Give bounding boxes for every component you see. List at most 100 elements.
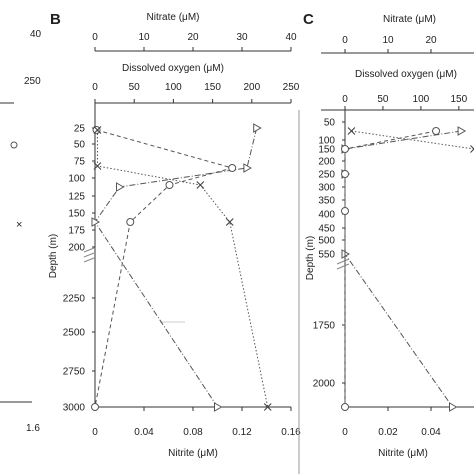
panel-b-nitrate-tick-label: 40 xyxy=(285,32,297,43)
panel-a-top-tick: 40 xyxy=(30,29,42,40)
panel-c-nitrite-tick-label: 0 xyxy=(342,427,348,438)
panel-c-nitrite-label: Nitrite (μM) xyxy=(378,448,428,459)
panel-c-depth-tick-label: 400 xyxy=(318,210,335,221)
panel-b-depth-tick-label: 50 xyxy=(74,140,86,151)
panel-c-nitrite-tick-label: 0.04 xyxy=(421,427,441,438)
panel-b-depth-tick-label: 2750 xyxy=(63,367,86,378)
panel-b-oxygen-axis: 0 50 100 150 200 250 xyxy=(92,82,300,103)
panel-c-nitrate-label: Nitrate (μM) xyxy=(383,14,436,25)
panel-c-axis-break xyxy=(336,258,350,270)
panel-b-oxygen-marker xyxy=(126,218,135,226)
panel-c-oxygen-tick-label: 100 xyxy=(413,94,430,105)
panel-b-nitrate-label: Nitrate (μM) xyxy=(147,12,200,23)
panel-c-nitrate-marker xyxy=(449,402,458,412)
panel-b-oxygen-marker xyxy=(165,181,174,189)
panel-b-nitrite-axis: 0 0.04 0.08 0.12 0.16 xyxy=(92,407,301,438)
panel-b-oxygen-tick-label: 50 xyxy=(129,82,141,93)
panel-b-nitrate-marker xyxy=(243,163,252,173)
panel-c-depth-tick-label: 350 xyxy=(318,196,335,207)
panel-b-nitrite-marker xyxy=(196,181,205,189)
panel-a-bottom-tick: 1.6 xyxy=(26,423,40,434)
panel-b-depth-tick-label: 3000 xyxy=(63,403,86,414)
panel-c-oxygen-label: Dissolved oxygen (μM) xyxy=(355,69,457,80)
panel-c-nitrite-marker xyxy=(347,127,356,135)
panel-b-depth-tick-label: 125 xyxy=(68,192,85,203)
panel-b-oxygen-tick-label: 100 xyxy=(165,82,182,93)
panel-b-depth-label: Depth (m) xyxy=(48,234,59,278)
panel-c-depth-tick-label: 300 xyxy=(318,183,335,194)
panel-c-nitrite-line xyxy=(351,130,474,150)
panel-b-nitrite-marker xyxy=(263,403,272,411)
panel-b-depth-tick-label: 150 xyxy=(68,209,85,220)
panel-c-depth-tick-label: 250 xyxy=(318,170,335,181)
panel-c-nitrate-tick-label: 10 xyxy=(382,35,394,46)
panel-b-depth-tick-label: 2500 xyxy=(63,328,86,339)
panel-c-depth-tick-label: 1750 xyxy=(313,321,336,332)
panel-c-nitrate-axis: 0 10 20 xyxy=(342,35,437,53)
panel-c-depth-tick-label: 50 xyxy=(324,118,336,129)
panel-b-depth-tick-label: 100 xyxy=(68,174,85,185)
panel-b-nitrite-tick-label: 0.08 xyxy=(183,427,203,438)
panel-c-depth-tick-label: 450 xyxy=(318,224,335,235)
panel-c-oxygen-marker xyxy=(432,127,441,135)
panel-b-oxygen-marker xyxy=(91,403,99,411)
panel-b-nitrate-tick-label: 30 xyxy=(236,32,248,43)
panel-c-nitrate-tick-label: 0 xyxy=(342,35,348,46)
panel-c-nitrate-line xyxy=(344,130,462,408)
panel-a-cross-marker: × xyxy=(16,219,22,231)
panel-b-oxygen-label: Dissolved oxygen (μM) xyxy=(122,63,224,74)
panel-c-depth-tick-label: 500 xyxy=(318,236,335,247)
panel-c-oxygen-line xyxy=(344,130,437,407)
panel-c-oxygen-marker xyxy=(341,145,349,153)
panel-b-oxygen-marker xyxy=(228,164,237,172)
panel-b-nitrate-tick-label: 10 xyxy=(138,32,150,43)
panel-b-nitrite-tick-label: 0.16 xyxy=(281,427,301,438)
panel-c-nitrite-tick-label: 0.02 xyxy=(378,427,398,438)
panel-c-oxygen-marker xyxy=(341,207,349,215)
panel-c-nitrite-axis: 0 0.02 0.04 xyxy=(342,407,441,438)
panel-c-depth-tick-label: 200 xyxy=(318,157,335,168)
panel-c-oxygen-tick-label: 0 xyxy=(342,94,348,105)
panel-c-oxygen-axis: 0 50 100 150 xyxy=(342,94,468,110)
panel-b-nitrate-marker xyxy=(91,217,101,227)
panel-b-nitrite-marker xyxy=(93,162,102,170)
panel-b-depth-tick-label: 75 xyxy=(74,157,86,168)
panel-b-depth-tick-label: 200 xyxy=(68,243,85,254)
panel-b-nitrite-label: Nitrite (μM) xyxy=(168,448,218,459)
panel-b-nitrite-tick-label: 0.12 xyxy=(232,427,252,438)
panel-c-depth-tick-label: 550 xyxy=(318,250,335,261)
panel-b-oxygen-tick-label: 250 xyxy=(283,82,300,93)
panel-c-nitrate-marker xyxy=(457,126,467,136)
panel-c-oxygen-tick-label: 50 xyxy=(377,94,389,105)
panel-b-nitrate-marker xyxy=(253,123,262,133)
panel-c-oxygen-tick-label: 150 xyxy=(450,94,467,105)
panel-b-axis-break xyxy=(83,247,95,263)
panel-c-depth-label: Depth (m) xyxy=(305,236,316,280)
panel-c-oxygen-marker xyxy=(341,170,349,178)
panel-c-depth-tick-label: 100 xyxy=(318,136,335,147)
panel-b: B Nitrate (μM) 0 10 20 30 40 Dissolved oxyge… xyxy=(48,11,301,459)
panel-c-nitrite-marker xyxy=(470,145,474,153)
panel-c-depth-tick-label: 150 xyxy=(318,145,335,156)
panel-b-oxygen-marker xyxy=(92,126,101,134)
panel-b-nitrate-marker xyxy=(214,402,223,412)
panel-c-series xyxy=(341,126,474,412)
panel-b-nitrate-marker xyxy=(116,182,125,192)
panel-a-fragment: 40 250 1.6 × xyxy=(0,29,42,434)
panel-b-oxygen-line xyxy=(94,129,235,408)
panel-b-nitrite-marker xyxy=(225,218,234,226)
panel-b-nitrate-tick-label: 0 xyxy=(92,32,98,43)
panel-a-mid-tick: 250 xyxy=(24,76,41,87)
panel-b-nitrite-marker xyxy=(93,126,102,134)
panel-b-oxygen-tick-label: 150 xyxy=(204,82,221,93)
panel-c-oxygen-marker xyxy=(341,403,349,411)
panel-c-nitrate-tick-label: 20 xyxy=(425,35,437,46)
panel-b-depth-tick-label: 175 xyxy=(68,226,85,237)
panel-b-nitrite-tick-label: 0.04 xyxy=(134,427,154,438)
panel-c: C Nitrate (μM) 0 10 20 Dissolved oxygen (μ… xyxy=(298,11,474,474)
panel-b-nitrite-tick-label: 0 xyxy=(92,427,98,438)
panel-b-oxygen-tick-label: 0 xyxy=(92,82,98,93)
panel-b-oxygen-tick-label: 200 xyxy=(243,82,260,93)
panel-b-label: B xyxy=(50,11,61,28)
